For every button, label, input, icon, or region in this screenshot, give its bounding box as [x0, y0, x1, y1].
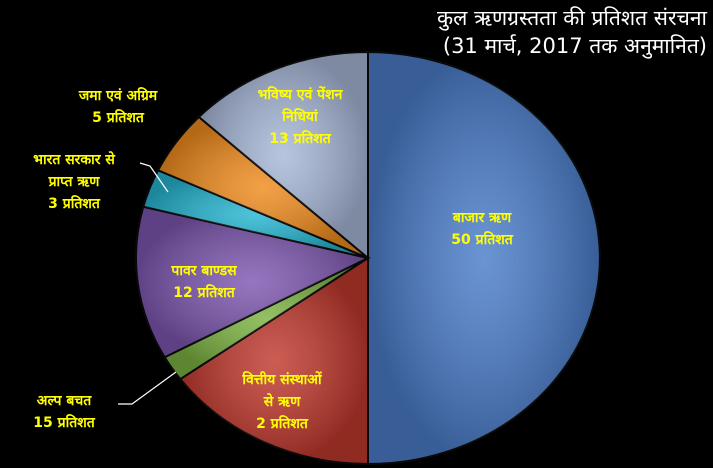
leader-line — [139, 162, 169, 193]
slice-label: से ऋण — [263, 393, 301, 410]
slice-label: भारत सरकार से — [33, 151, 115, 168]
slice-label: 15 प्रतिशत — [33, 414, 95, 431]
slice-label: 2 प्रतिशत — [256, 415, 309, 432]
slice-label: भविष्य एवं पेंशन — [258, 86, 344, 103]
slice-label: वित्तीय संस्थाओं — [241, 371, 322, 388]
slice-label: 12 प्रतिशत — [173, 284, 235, 301]
slice-label: पावर बाण्डस — [170, 263, 237, 279]
chart-title: कुल ऋणग्रस्तता की प्रतिशत संरचना — [437, 6, 707, 30]
pie-slice-shading — [180, 258, 368, 464]
pie-slice-shading — [164, 258, 368, 380]
leader-line — [118, 371, 177, 405]
slice-label: 13 प्रतिशत — [269, 130, 331, 147]
slice-label: प्राप्त ऋण — [48, 174, 101, 190]
slice-label: 3 प्रतिशत — [48, 195, 101, 212]
slice-label: 5 प्रतिशत — [92, 109, 145, 126]
pie-slice-shading — [143, 170, 368, 258]
slice-label: निधियां — [281, 108, 319, 125]
pie-slices — [135, 50, 601, 466]
slice-label: बाजार ऋण — [452, 210, 512, 226]
pie-slice-shading — [198, 52, 368, 258]
slice-label: जमा एवं अग्रिम — [78, 87, 158, 104]
chart-subtitle: (31 मार्च, 2017 तक अनुमानित) — [442, 34, 707, 58]
slice-label: अल्प बचत — [37, 393, 92, 409]
slice-labels: बाजार ऋण 50 प्रतिशत वित्तीय संस्थाओं से ऋण 2… — [33, 86, 514, 432]
slice-label: 50 प्रतिशत — [451, 231, 513, 248]
pie-slice-shading — [136, 206, 368, 358]
leader-lines — [118, 162, 177, 405]
pie-slice-shading — [368, 52, 600, 464]
pie-slice-shading — [158, 116, 368, 258]
